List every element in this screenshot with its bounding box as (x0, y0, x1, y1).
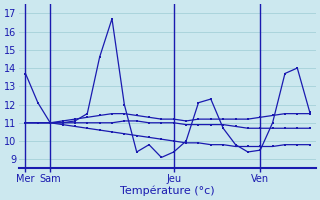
X-axis label: Température (°c): Température (°c) (120, 185, 215, 196)
